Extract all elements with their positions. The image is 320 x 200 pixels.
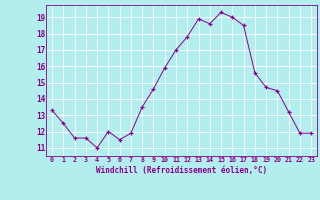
X-axis label: Windchill (Refroidissement éolien,°C): Windchill (Refroidissement éolien,°C) <box>96 166 267 175</box>
